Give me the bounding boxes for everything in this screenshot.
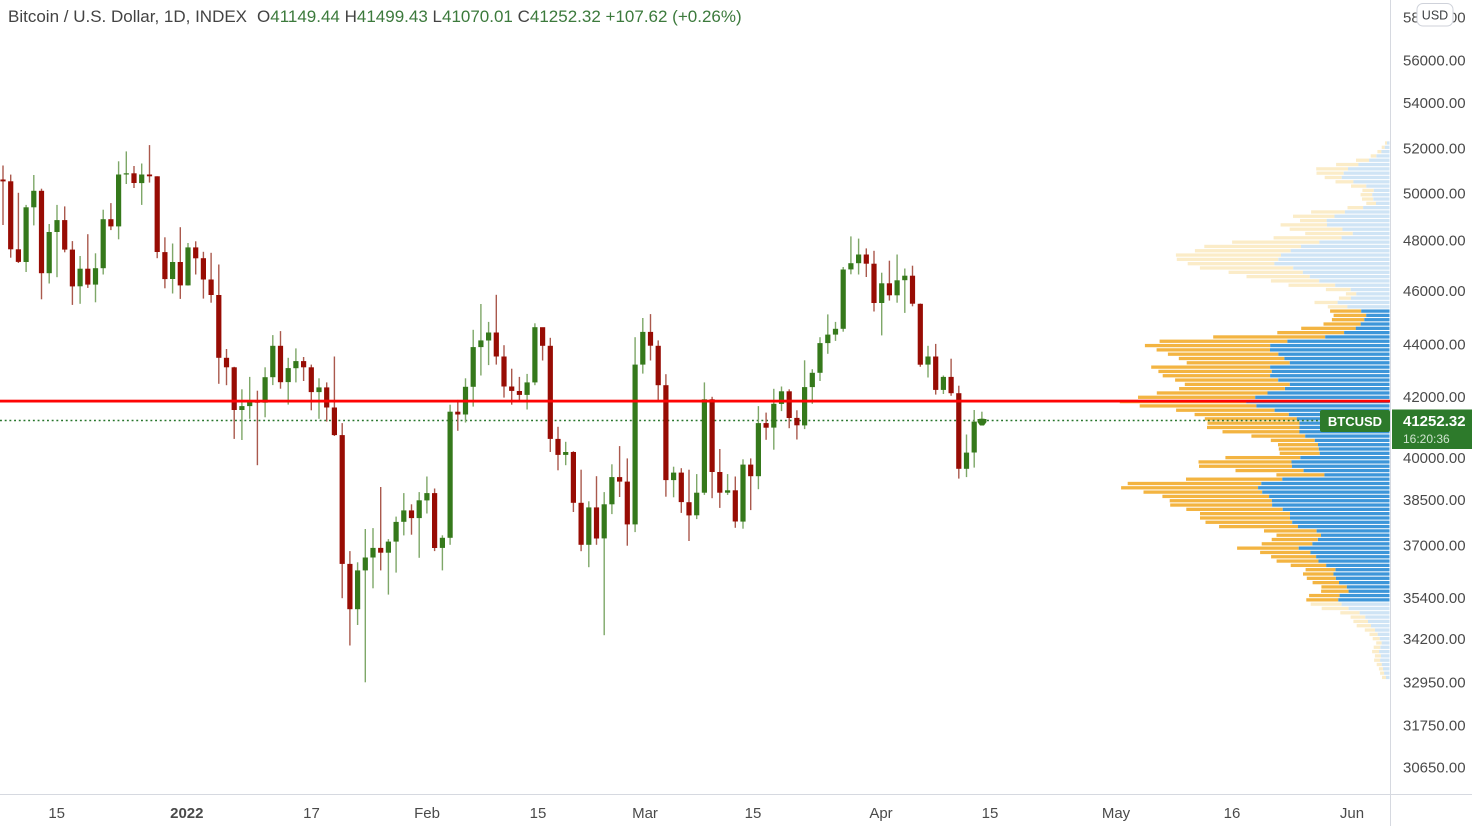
svg-text:16:20:36: 16:20:36	[1403, 432, 1450, 446]
svg-text:Jun: Jun	[1340, 805, 1364, 822]
svg-text:Bitcoin / U.S. Dollar, 1D, IND: Bitcoin / U.S. Dollar, 1D, INDEX	[8, 7, 247, 26]
svg-text:May: May	[1102, 805, 1131, 822]
svg-text:17: 17	[303, 805, 320, 822]
svg-text:O41149.44 H41499.43 L41070.01: O41149.44 H41499.43 L41070.01 C41252.32 …	[257, 7, 742, 26]
svg-text:41252.32: 41252.32	[1403, 413, 1466, 430]
svg-text:50000.00: 50000.00	[1403, 185, 1466, 202]
svg-text:42000.00: 42000.00	[1403, 389, 1466, 406]
svg-text:2022: 2022	[170, 805, 203, 822]
svg-text:BTCUSD: BTCUSD	[1328, 414, 1382, 429]
svg-text:40000.00: 40000.00	[1403, 450, 1466, 467]
svg-text:38500.00: 38500.00	[1403, 492, 1466, 509]
svg-text:54000.00: 54000.00	[1403, 95, 1466, 112]
svg-text:USD: USD	[1422, 9, 1448, 23]
svg-text:32950.00: 32950.00	[1403, 674, 1466, 691]
svg-text:56000.00: 56000.00	[1403, 53, 1466, 70]
svg-text:15: 15	[745, 805, 762, 822]
svg-text:30650.00: 30650.00	[1403, 759, 1466, 776]
svg-text:15: 15	[982, 805, 999, 822]
svg-text:52000.00: 52000.00	[1403, 140, 1466, 157]
svg-text:48000.00: 48000.00	[1403, 233, 1466, 250]
svg-text:Feb: Feb	[414, 805, 440, 822]
svg-text:16: 16	[1224, 805, 1241, 822]
svg-text:Apr: Apr	[869, 805, 892, 822]
svg-text:34200.00: 34200.00	[1403, 631, 1466, 648]
svg-text:35400.00: 35400.00	[1403, 590, 1466, 607]
svg-text:46000.00: 46000.00	[1403, 283, 1466, 300]
svg-text:37000.00: 37000.00	[1403, 537, 1466, 554]
svg-text:44000.00: 44000.00	[1403, 337, 1466, 354]
svg-text:15: 15	[48, 805, 65, 822]
svg-text:15: 15	[530, 805, 547, 822]
svg-text:Mar: Mar	[632, 805, 658, 822]
svg-text:31750.00: 31750.00	[1403, 717, 1466, 734]
